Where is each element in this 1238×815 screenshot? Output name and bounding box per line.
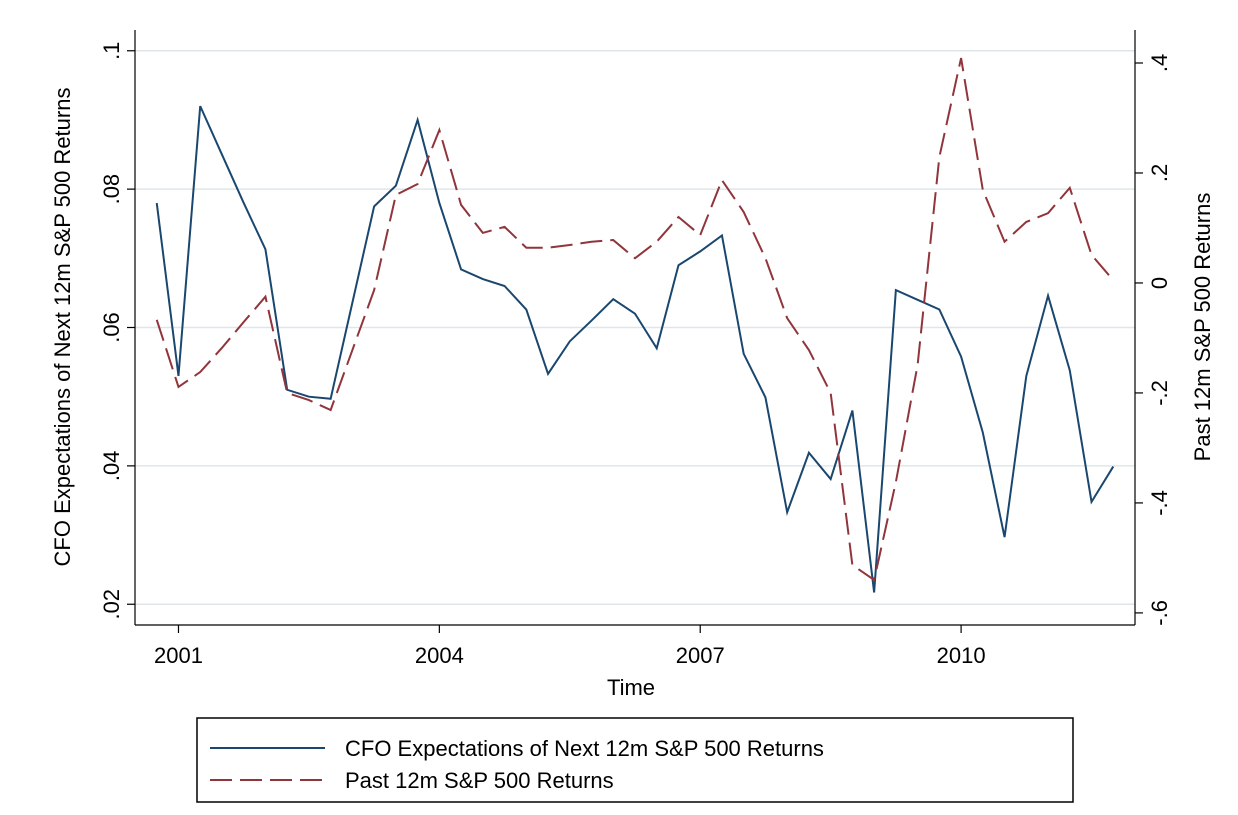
- y2-tick-label: .2: [1147, 164, 1172, 182]
- y-tick-label: .04: [99, 451, 124, 482]
- legend-box: [196, 717, 1074, 803]
- y2-tick-label: -.4: [1147, 490, 1172, 516]
- x-tick-label: 2001: [154, 643, 203, 668]
- legend-label: CFO Expectations of Next 12m S&P 500 Ret…: [345, 736, 824, 761]
- y2-tick-label: .4: [1147, 54, 1172, 72]
- x-tick-label: 2007: [676, 643, 725, 668]
- x-tick-label: 2004: [415, 643, 464, 668]
- x-axis-title: Time: [607, 675, 655, 700]
- x-tick-label: 2010: [937, 643, 986, 668]
- y-tick-label: .06: [99, 312, 124, 343]
- y-tick-label: .08: [99, 174, 124, 205]
- series-line: [155, 105, 1115, 593]
- y2-tick-label: 0: [1147, 277, 1172, 289]
- y2-axis-title: Past 12m S&P 500 Returns: [1190, 193, 1215, 462]
- y-tick-label: .02: [99, 589, 124, 620]
- series-line: [155, 57, 1115, 582]
- y2-tick-label: -.6: [1147, 600, 1172, 626]
- y-tick-label: .1: [99, 42, 124, 60]
- legend-label: Past 12m S&P 500 Returns: [345, 768, 614, 793]
- y2-tick-label: -.2: [1147, 380, 1172, 406]
- y-axis-title: CFO Expectations of Next 12m S&P 500 Ret…: [50, 88, 75, 567]
